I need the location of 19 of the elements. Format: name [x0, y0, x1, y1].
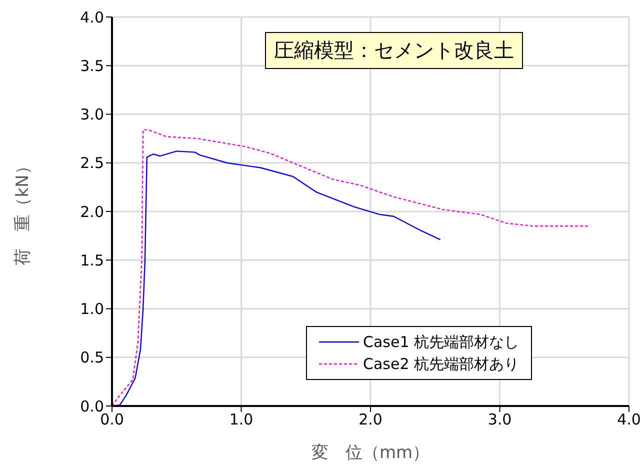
x-tick-label: 0.0: [100, 410, 124, 429]
x-axis-title: 変 位（mm）: [311, 443, 430, 463]
legend-label: Case2 杭先端部材あり: [363, 354, 520, 375]
y-tick-label: 4.0: [80, 8, 104, 26]
x-tick-label: 1.0: [229, 410, 254, 429]
y-axis-title: 荷 重（kN）: [13, 158, 34, 266]
y-tick-label: 2.0: [80, 202, 104, 221]
line-series: [112, 129, 591, 406]
y-tick-label: 0.5: [80, 348, 104, 367]
x-tick-label: 4.0: [617, 410, 641, 429]
y-tick-label: 3.5: [80, 56, 104, 75]
x-tick-label: 3.0: [488, 410, 512, 429]
y-tick-label: 3.0: [80, 106, 104, 124]
legend-label: Case1 杭先端部材なし: [363, 332, 520, 353]
x-tick-label: 2.0: [358, 410, 382, 429]
y-tick-label: 1.0: [80, 300, 104, 318]
y-tick-label: 1.5: [80, 251, 104, 270]
text: 圧縮模型：セメント改良土: [265, 32, 523, 69]
y-tick-label: 2.5: [80, 154, 104, 172]
